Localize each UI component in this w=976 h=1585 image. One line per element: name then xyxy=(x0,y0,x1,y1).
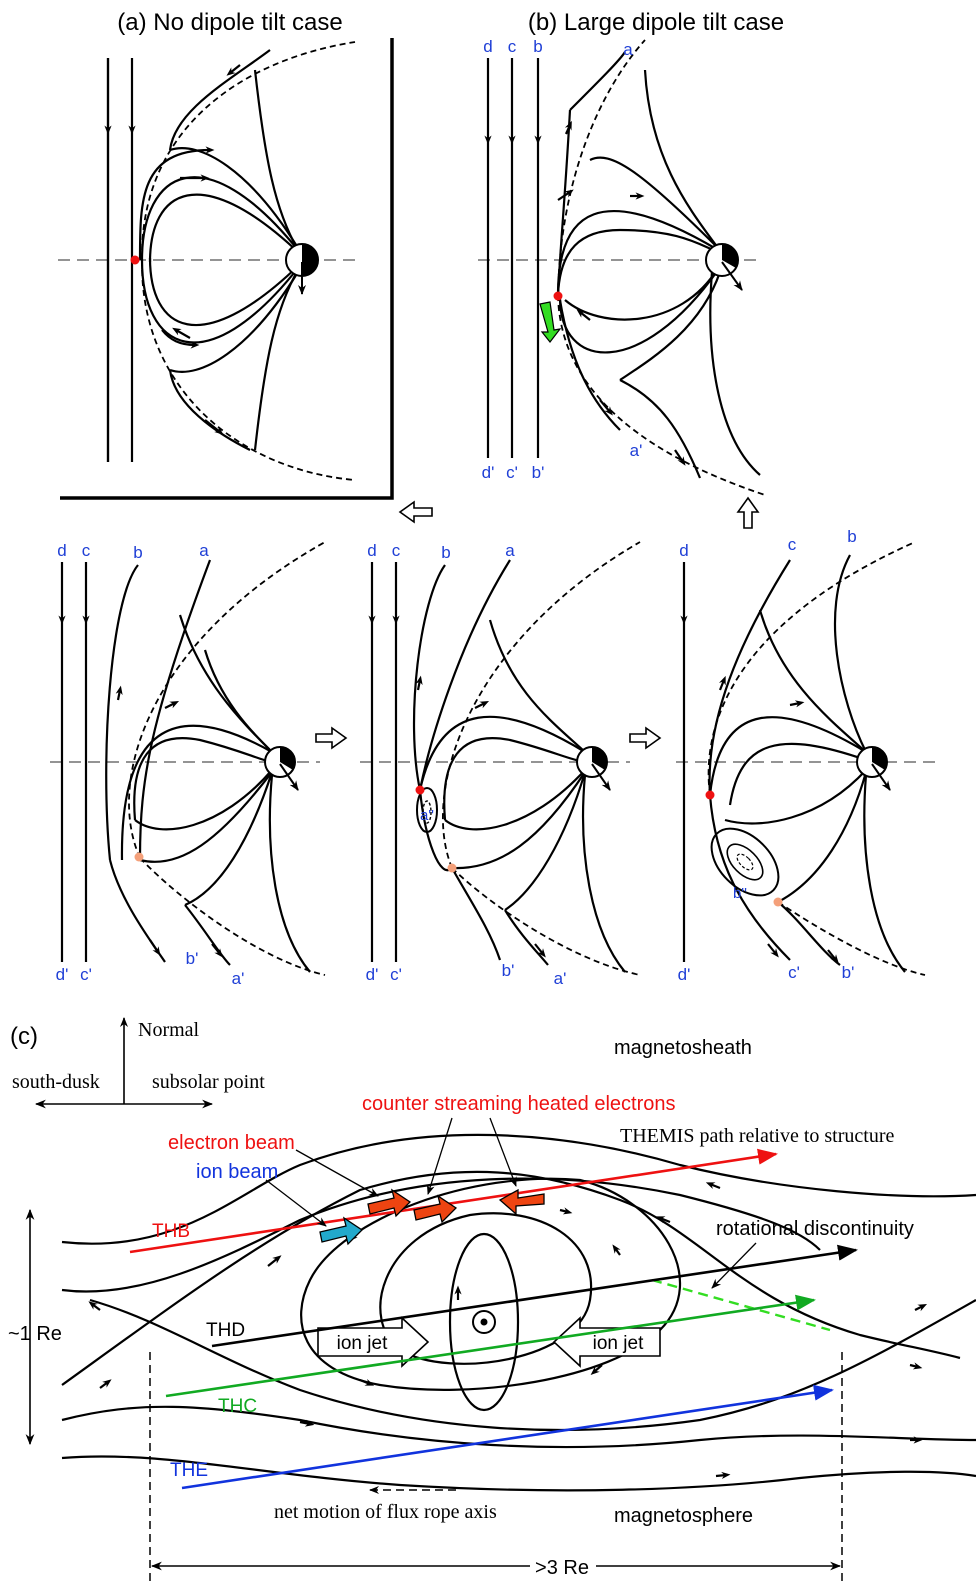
magnetopause-south xyxy=(557,294,766,496)
the-path xyxy=(181,1384,834,1490)
svg-text:THE: THE xyxy=(170,1460,208,1481)
field-line-a xyxy=(556,109,572,296)
svg-text:ion beam: ion beam xyxy=(196,1161,278,1183)
flux-rope-island xyxy=(710,827,780,897)
thb-path xyxy=(129,1148,778,1254)
svg-text:ion jet: ion jet xyxy=(337,1333,388,1354)
label-d-prime: d' xyxy=(482,463,495,482)
open-line-north-lobe xyxy=(253,69,299,251)
panel-a-title: (a) No dipole tilt case xyxy=(117,9,342,36)
svg-text:b: b xyxy=(133,543,142,562)
x-point-b xyxy=(553,291,563,301)
svg-text:Normal: Normal xyxy=(138,1019,200,1041)
svg-text:a: a xyxy=(199,541,209,560)
transition-arrow-step2-3 xyxy=(629,726,662,750)
svg-text:rotational discontinuity: rotational discontinuity xyxy=(716,1218,914,1240)
thd-path xyxy=(211,1244,858,1348)
flux-rope-outer-loop xyxy=(300,1177,681,1391)
panel-a: (a) No dipole tilt case xyxy=(58,9,394,500)
svg-text:net motion of flux rope axis: net motion of flux rope axis xyxy=(274,1501,497,1523)
counter-streaming-arrow-left xyxy=(498,1188,545,1216)
panel-c-title: (c) xyxy=(10,1023,38,1050)
svg-text:d': d' xyxy=(366,965,379,984)
panel-c: (c) Normal south-dusk subsolar point mag… xyxy=(8,1017,976,1585)
transition-arrow-to-a xyxy=(398,500,433,524)
svg-text:THB: THB xyxy=(152,1221,190,1242)
transition-arrow-to-b xyxy=(736,496,760,529)
label-c-prime: c' xyxy=(506,463,518,482)
open-line-south-lobe xyxy=(253,269,299,451)
svg-text:c: c xyxy=(788,535,797,554)
svg-text:c': c' xyxy=(788,963,800,982)
svg-text:b': b' xyxy=(842,963,855,982)
magnetopause-south xyxy=(141,259,356,481)
green-motion-arrow xyxy=(539,301,562,343)
flux-rope-island xyxy=(416,787,438,833)
svg-text:THC: THC xyxy=(218,1396,257,1417)
svg-text:d': d' xyxy=(678,965,691,984)
label-d: d xyxy=(483,37,492,56)
ion-beam-arrow xyxy=(319,1216,364,1246)
svg-text:south-dusk: south-dusk xyxy=(12,1071,100,1093)
svg-text:d: d xyxy=(679,541,688,560)
electron-beam-arrow xyxy=(367,1188,412,1218)
label-c: c xyxy=(508,37,517,56)
field-line-outer-top xyxy=(61,1133,976,1245)
magnetosphere-label: magnetosphere xyxy=(614,1505,753,1527)
svg-text:c': c' xyxy=(80,965,92,984)
svg-text:a': a' xyxy=(554,969,567,988)
counter-streaming-arrow-right xyxy=(413,1194,458,1224)
ion-jet-right-arrow xyxy=(552,1316,661,1368)
label-a-prime: a' xyxy=(630,441,643,460)
panel-a-frame xyxy=(60,38,394,500)
svg-text:c: c xyxy=(392,541,401,560)
field-line-a-prime xyxy=(558,299,621,431)
field-line-outer-bottom xyxy=(61,1455,976,1492)
magnetopause-north xyxy=(141,41,356,261)
ion-jet-left-arrow xyxy=(317,1316,430,1368)
thc-path xyxy=(165,1294,816,1398)
svg-text:b': b' xyxy=(502,961,515,980)
label-b-prime: b' xyxy=(532,463,545,482)
flux-rope-core xyxy=(448,1232,520,1412)
open-line-south xyxy=(168,369,251,451)
horizontal-scale-label: >3 Re xyxy=(535,1557,589,1579)
svg-text:THD: THD xyxy=(206,1320,245,1341)
rotational-discontinuity-line xyxy=(651,1278,831,1332)
svg-text:b: b xyxy=(847,527,856,546)
svg-text:electron beam: electron beam xyxy=(168,1132,295,1154)
closed-line-outer-south xyxy=(140,259,299,344)
magnetosheath-label: magnetosheath xyxy=(614,1037,752,1059)
panel-b: (b) Large dipole tilt case d c b a xyxy=(478,9,784,496)
svg-text:a: a xyxy=(505,541,515,560)
svg-text:d: d xyxy=(367,541,376,560)
label-a: a xyxy=(623,40,633,59)
svg-text:ion jet: ion jet xyxy=(593,1333,644,1354)
panel-b-title: (b) Large dipole tilt case xyxy=(528,9,784,36)
svg-text:b': b' xyxy=(186,949,199,968)
svg-text:c': c' xyxy=(390,965,402,984)
x-point-a xyxy=(130,255,140,265)
svg-text:counter streaming heated elect: counter streaming heated electrons xyxy=(362,1093,676,1115)
step-2-panel: a'' d c b a d' c' b' a' xyxy=(360,541,641,988)
svg-text:a': a' xyxy=(232,969,245,988)
transition-arrow-step1-2 xyxy=(315,726,348,750)
svg-text:b: b xyxy=(441,543,450,562)
step-3-panel: b'' d c b d' c' b' xyxy=(676,527,940,984)
svg-text:subsolar point: subsolar point xyxy=(152,1071,265,1093)
open-line-north xyxy=(168,49,271,151)
svg-text:d': d' xyxy=(56,965,69,984)
step-1-panel: d c b a d' c' b' a' xyxy=(50,541,326,988)
label-b: b xyxy=(533,37,542,56)
svg-text:c: c xyxy=(82,541,91,560)
vertical-scale-label: ~1 Re xyxy=(8,1323,62,1345)
island-label-a: a'' xyxy=(420,807,434,824)
island-label-b: b'' xyxy=(733,885,747,902)
svg-text:d: d xyxy=(57,541,66,560)
svg-text:THEMIS path relative to struct: THEMIS path relative to structure xyxy=(620,1125,894,1147)
